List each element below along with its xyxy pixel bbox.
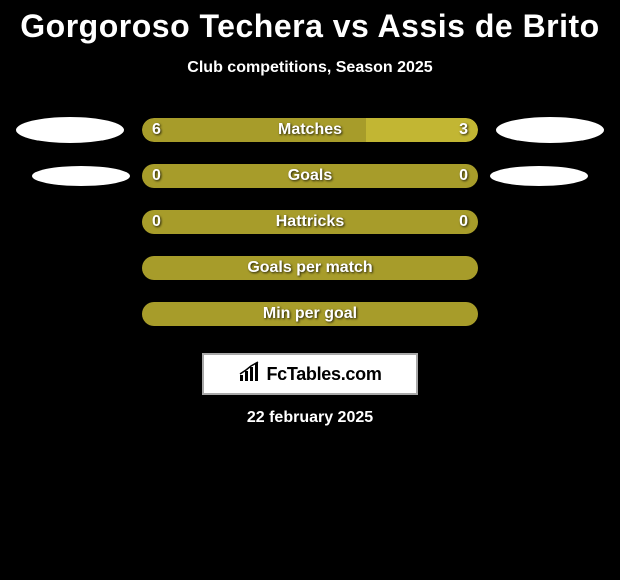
stat-row-goals: 0 Goals 0	[10, 163, 610, 189]
stat-value-right: 0	[459, 167, 468, 185]
stat-bar	[142, 302, 478, 326]
stat-value-left: 0	[152, 213, 161, 231]
page-title: Gorgoroso Techera vs Assis de Brito	[20, 8, 599, 45]
player-marker-left	[16, 117, 124, 143]
stat-bar	[142, 210, 478, 234]
comparison-container: Gorgoroso Techera vs Assis de Brito Club…	[0, 0, 620, 427]
player-marker-left	[32, 166, 130, 186]
stat-row-matches: 6 Matches 3	[10, 117, 610, 143]
stat-row-min-per-goal: Min per goal	[10, 301, 610, 327]
stat-bar	[142, 256, 478, 280]
footer-date: 22 february 2025	[247, 409, 373, 427]
stat-value-left: 6	[152, 121, 161, 139]
bar-left-half	[142, 118, 366, 142]
stat-row-hattricks: 0 Hattricks 0	[10, 209, 610, 235]
stat-bar	[142, 164, 478, 188]
stat-value-right: 0	[459, 213, 468, 231]
player-marker-right	[490, 166, 588, 186]
chart-icon	[238, 361, 262, 388]
stat-row-goals-per-match: Goals per match	[10, 255, 610, 281]
stat-value-left: 0	[152, 167, 161, 185]
subtitle: Club competitions, Season 2025	[187, 59, 432, 77]
player-marker-right	[496, 117, 604, 143]
stat-bar	[142, 118, 478, 142]
fctables-logo[interactable]: FcTables.com	[202, 353, 418, 395]
logo-text: FcTables.com	[266, 364, 381, 385]
stat-value-right: 3	[459, 121, 468, 139]
